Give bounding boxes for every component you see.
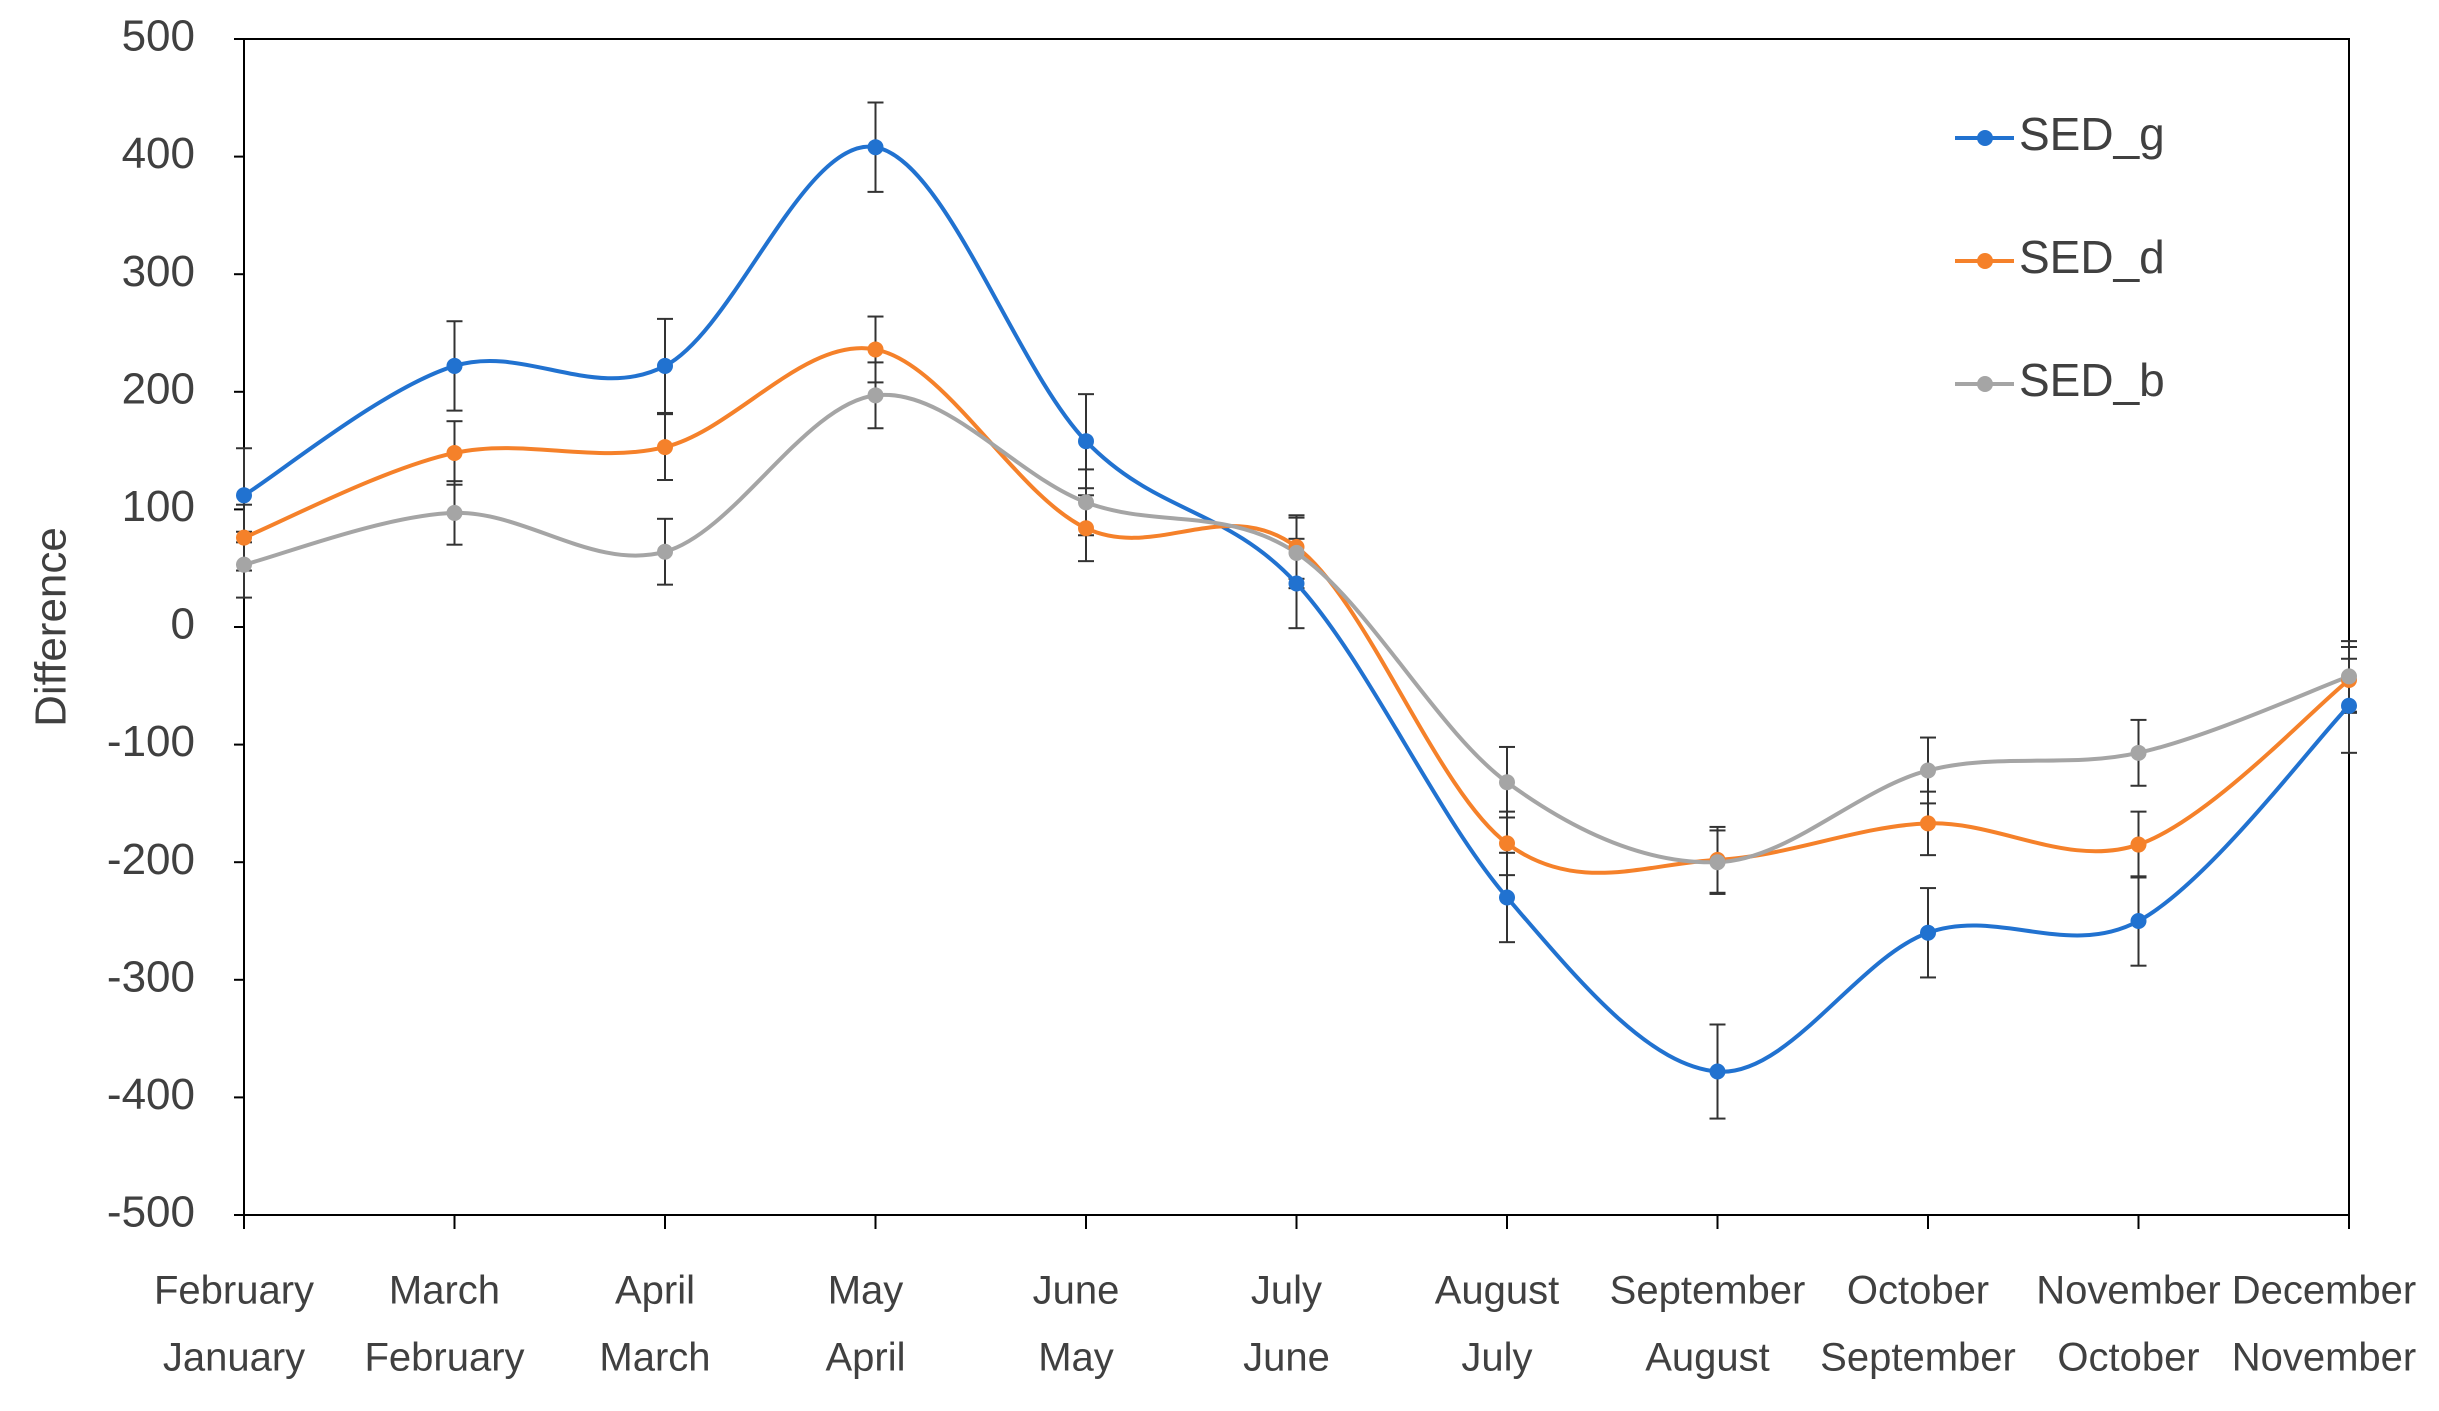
legend-label: SED_g [2019,108,2165,160]
legend-item: SED_b [1955,354,2165,406]
y-axis-label: Difference [27,527,76,727]
data-point [2130,744,2147,761]
x-tick-label: July [1251,1269,1322,1313]
y-tick-label: 400 [122,129,195,178]
data-point [1288,575,1305,592]
data-point [1499,835,1515,852]
data-point [236,556,252,573]
y-tick-label: -200 [107,835,195,884]
data-point [1499,889,1515,906]
data-point [236,487,252,504]
y-tick-label: 0 [171,600,195,649]
x-tick-label: July [1461,1336,1532,1380]
x-tick-label: May [1038,1336,1114,1380]
data-point [867,341,884,358]
legend-marker [1977,253,1993,269]
data-point [1078,494,1094,511]
y-tick-label: 100 [122,482,195,531]
data-point [2341,697,2357,714]
x-tick-label: April [825,1336,905,1380]
legend-item: SED_g [1955,108,2165,160]
x-tick-label: August [1435,1269,1560,1313]
legend-label: SED_b [2019,354,2165,406]
y-tick-label: -400 [107,1070,195,1119]
y-tick-label: -100 [107,717,195,766]
data-point [1078,433,1094,450]
x-tick-label: February [154,1269,314,1313]
x-tick-label: September [1820,1336,2016,1380]
x-tick-label: February [364,1336,524,1380]
data-point [1078,520,1094,537]
x-tick-label: June [1033,1269,1120,1313]
y-tick-label: 200 [122,364,195,413]
legend-marker [1977,130,1993,146]
data-point [236,529,252,546]
data-point [446,357,463,374]
x-tick-label: March [389,1269,500,1313]
data-point [1709,854,1726,871]
y-tick-label: -300 [107,952,195,1001]
x-tick-label: November [2036,1269,2221,1313]
x-tick-label: January [163,1336,305,1380]
x-tick-label: October [2057,1336,2199,1380]
data-point [446,444,463,461]
legend-item: SED_d [1955,231,2165,283]
x-tick-label: October [1847,1269,1989,1313]
x-tick-label: November [2232,1336,2417,1380]
y-tick-label: 300 [122,247,195,296]
x-tick-label: June [1243,1336,1330,1380]
x-tick-label: September [1610,1269,1806,1313]
data-point [2341,668,2357,685]
data-point [867,139,884,156]
x-tick-label: April [615,1269,695,1313]
legend-marker [1977,376,1993,392]
legend-label: SED_d [2019,231,2165,283]
data-point [1920,815,1936,832]
data-point [1920,762,1936,779]
data-point [867,387,884,404]
x-tick-label: May [828,1269,904,1313]
data-point [2130,913,2147,929]
data-point [657,543,673,560]
y-tick-label: -500 [107,1188,195,1237]
y-tick-label: 500 [122,12,195,61]
data-point [2130,836,2147,853]
data-point [446,504,463,521]
x-tick-label: March [599,1336,710,1380]
data-point [657,439,673,456]
x-tick-label: December [2232,1269,2417,1313]
data-point [657,357,673,374]
data-point [1920,924,1936,941]
x-tick-label: August [1645,1336,1770,1380]
data-point [1288,544,1305,561]
data-point [1499,774,1515,791]
data-point [1709,1063,1726,1080]
